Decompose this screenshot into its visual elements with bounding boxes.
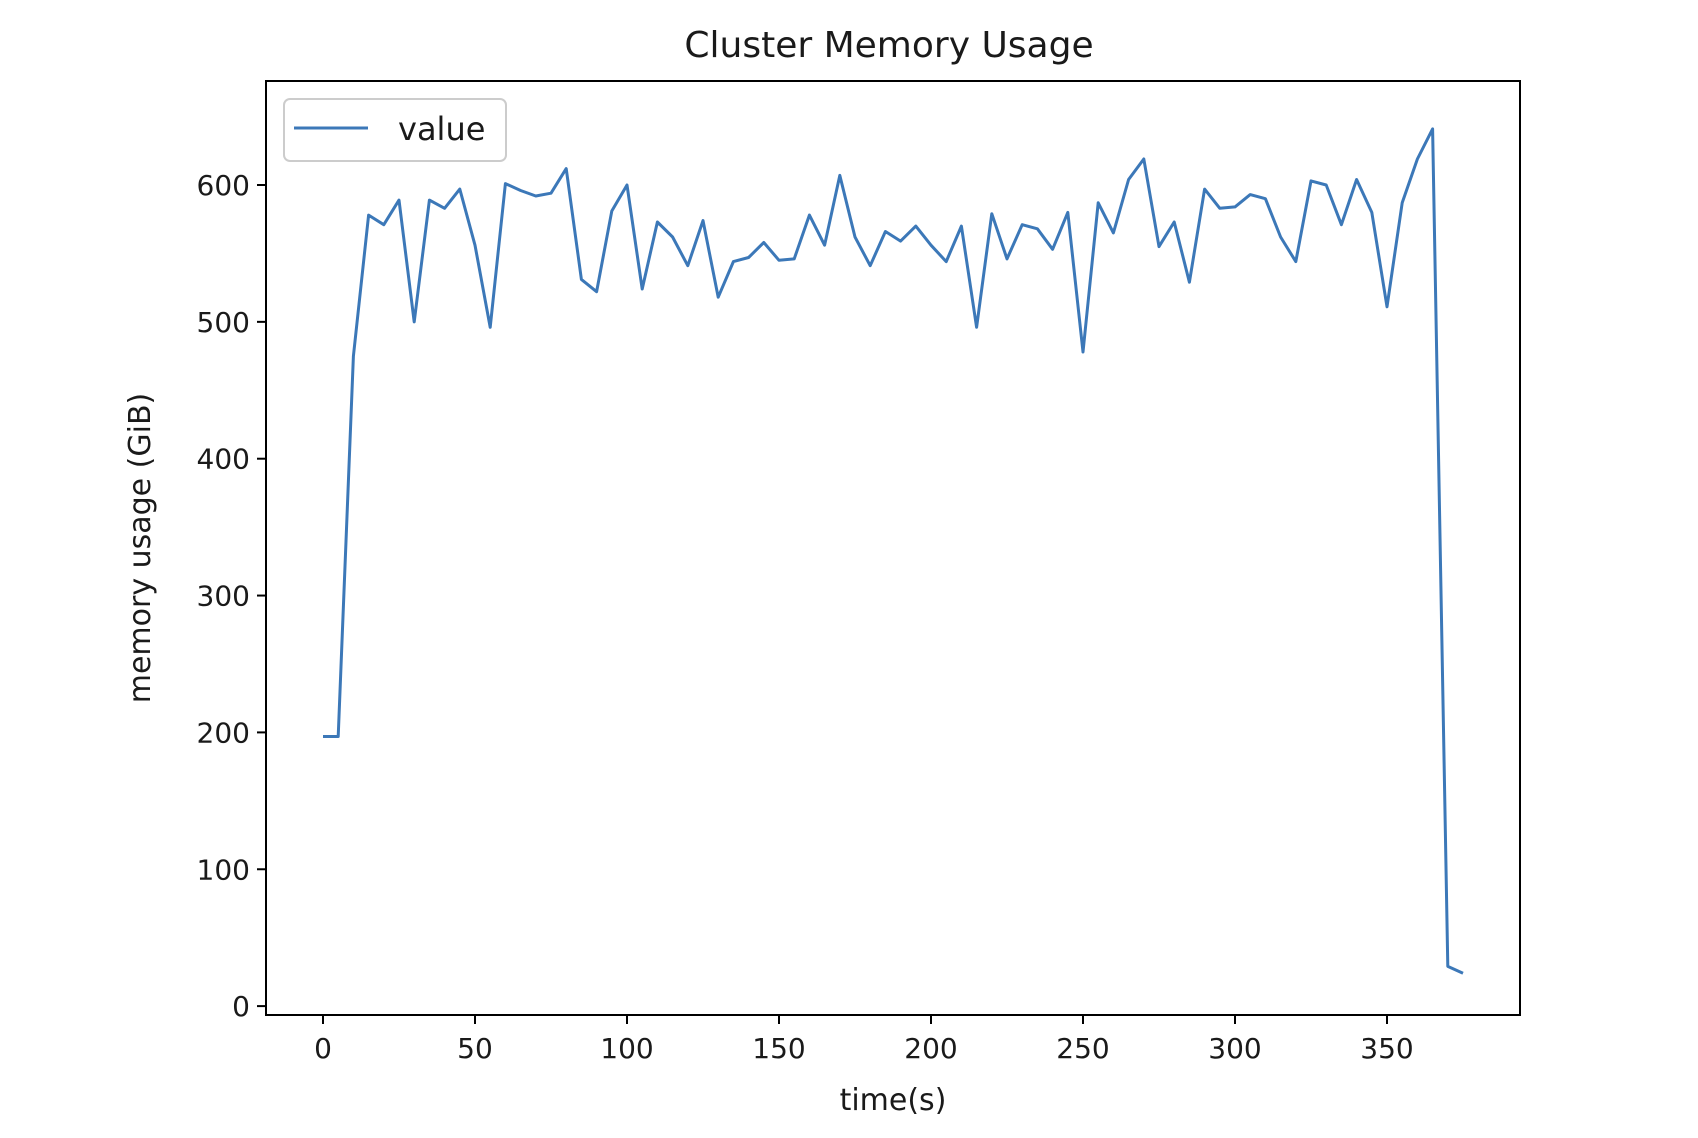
x-tick-label: 100 <box>600 1032 653 1065</box>
x-tick-label: 50 <box>457 1032 493 1065</box>
plot-area <box>265 80 1521 1016</box>
y-tick-label: 0 <box>232 990 250 1023</box>
x-tick-label: 300 <box>1208 1032 1261 1065</box>
x-axis-ticks: 0 50 100 150 200 250 300 350 <box>314 1015 1414 1065</box>
legend-box <box>283 98 507 162</box>
y-tick-label: 300 <box>197 580 250 613</box>
x-tick-label: 250 <box>1056 1032 1109 1065</box>
x-tick-label: 150 <box>752 1032 805 1065</box>
x-tick-label: 350 <box>1360 1032 1413 1065</box>
legend-label-value: value <box>398 110 485 148</box>
legend: value <box>283 98 507 162</box>
chart-title: Cluster Memory Usage <box>684 25 1093 66</box>
x-tick-label: 0 <box>314 1032 332 1065</box>
series-line-value <box>323 127 1464 975</box>
y-tick-label: 100 <box>197 853 250 886</box>
x-axis-label: time(s) <box>840 1083 947 1118</box>
y-tick-label: 500 <box>197 306 250 339</box>
y-axis-ticks: 0 100 200 300 400 500 600 <box>197 169 266 1023</box>
y-tick-label: 200 <box>197 716 250 749</box>
y-axis-label: memory usage (GiB) <box>123 393 158 704</box>
y-tick-label: 400 <box>197 443 250 476</box>
x-tick-label: 200 <box>904 1032 957 1065</box>
series-layer <box>323 127 1464 975</box>
y-tick-label: 600 <box>197 169 250 202</box>
